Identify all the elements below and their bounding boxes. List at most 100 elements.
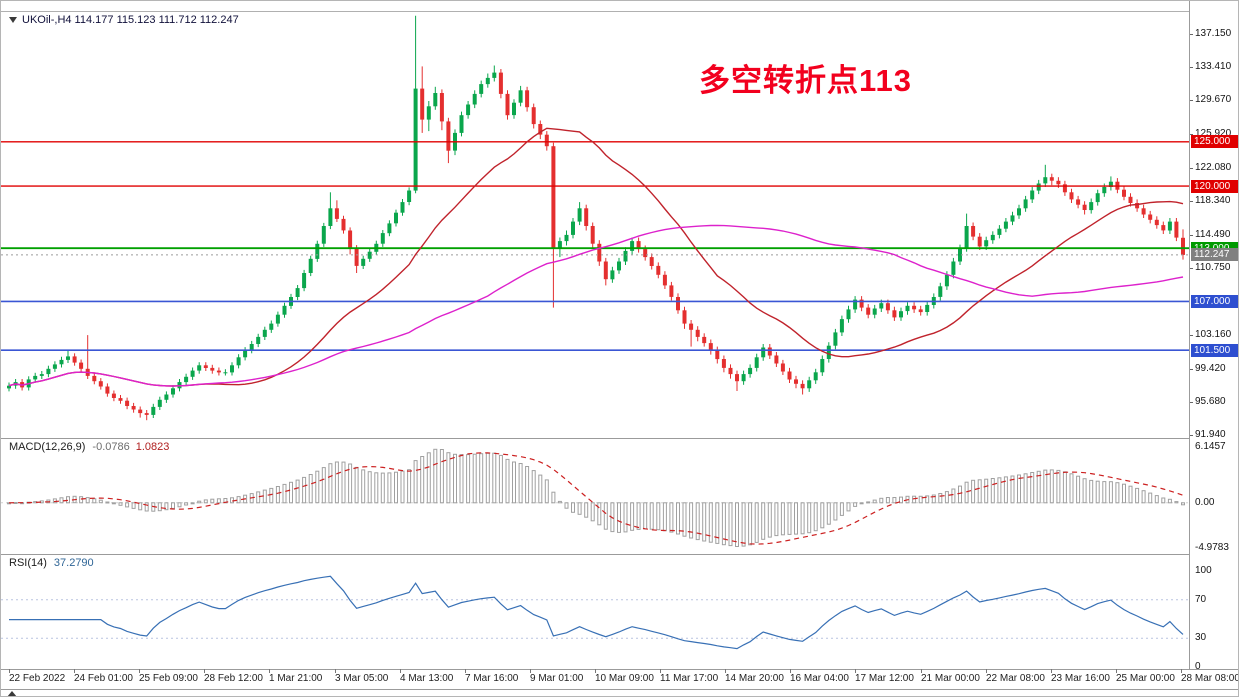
axis-tick-mark: [1190, 201, 1193, 202]
time-tick-mark: [465, 669, 466, 673]
rsi-axis-tick: 30: [1195, 632, 1207, 643]
rsi-indicator-chart[interactable]: [1, 554, 1189, 669]
time-tick-mark: [74, 669, 75, 673]
annotation-text[interactable]: 多空转折点113: [699, 63, 913, 98]
axis-tick-mark: [1190, 100, 1193, 101]
rsi-axis-tick: 100: [1195, 565, 1212, 576]
axis-tick-mark: [1190, 134, 1193, 135]
scroll-strip-border: [1, 689, 1238, 690]
ma-26-line: [8, 127, 1184, 387]
rsi-axis-tick: 70: [1195, 594, 1207, 605]
price-badge-101.500: 101.500: [1191, 344, 1238, 357]
panel-separator[interactable]: [1, 438, 1238, 439]
macd-axis-tick: 0.00: [1195, 497, 1215, 508]
time-tick-mark: [400, 669, 401, 673]
time-label: 24 Feb 01:00: [74, 673, 133, 684]
time-label: 22 Mar 08:00: [986, 673, 1045, 684]
time-tick-mark: [921, 669, 922, 673]
time-label: 28 Mar 08:00: [1181, 673, 1239, 684]
rsi-value: 37.2790: [53, 557, 94, 569]
time-label: 23 Mar 16:00: [1051, 673, 1110, 684]
time-label: 28 Feb 12:00: [204, 673, 263, 684]
time-tick-mark: [986, 669, 987, 673]
axis-tick-mark: [1190, 34, 1193, 35]
axis-tick-mark: [1190, 335, 1193, 336]
time-axis-border: [1, 669, 1238, 670]
time-tick-mark: [204, 669, 205, 673]
rsi-axis-tick: 0: [1195, 661, 1201, 672]
price-tick: 118.340: [1195, 195, 1231, 206]
time-label: 3 Mar 05:00: [335, 673, 389, 684]
time-label: 14 Mar 20:00: [725, 673, 784, 684]
macd-indicator-chart[interactable]: [1, 438, 1189, 554]
rsi-label: RSI(14) 37.2790: [9, 557, 94, 569]
time-tick-mark: [530, 669, 531, 673]
time-label: 10 Mar 09:00: [595, 673, 654, 684]
price-tick: 110.750: [1195, 262, 1231, 273]
axis-tick-mark: [1190, 402, 1193, 403]
price-tick: 129.670: [1195, 94, 1232, 105]
time-label: 17 Mar 12:00: [855, 673, 914, 684]
price-axis: 137.150 133.410 129.670 125.920 122.080 118.3…: [1189, 1, 1238, 672]
time-label: 7 Mar 16:00: [465, 673, 519, 684]
chart-title: UKOil-,H4 114.177 115.123 111.712 112.24…: [9, 14, 239, 26]
price-tick: 125.920: [1195, 128, 1232, 139]
time-label: 1 Mar 21:00: [269, 673, 323, 684]
time-tick-mark: [660, 669, 661, 673]
price-tick: 99.420: [1195, 363, 1226, 374]
time-tick-mark: [725, 669, 726, 673]
time-tick-mark: [595, 669, 596, 673]
time-tick-mark: [269, 669, 270, 673]
price-tick: 103.160: [1195, 329, 1232, 340]
rsi-line: [9, 575, 1184, 650]
macd-label: MACD(12,26,9) -0.0786 1.0823: [9, 441, 169, 453]
price-badge-125.000: 125.000: [1191, 135, 1238, 148]
axis-tick-mark: [1190, 268, 1193, 269]
rsi-name: RSI(14): [9, 557, 47, 569]
time-tick-mark: [1051, 669, 1052, 673]
price-badge-120.000: 120.000: [1191, 180, 1238, 193]
price-tick: 95.680: [1195, 396, 1226, 407]
time-tick-mark: [335, 669, 336, 673]
time-label: 4 Mar 13:00: [400, 673, 454, 684]
price-tick: 114.490: [1195, 229, 1231, 240]
macd-signal-line: [8, 452, 1184, 545]
symbol-ohlc-text: UKOil-,H4 114.177 115.123 111.712 112.24…: [22, 14, 239, 26]
chart-marker-icon: [9, 17, 17, 23]
axis-tick-mark: [1190, 168, 1193, 169]
chart-shift-icon[interactable]: [7, 691, 17, 696]
price-badge-107.000: 107.000: [1191, 295, 1238, 308]
axis-tick-mark: [1190, 67, 1193, 68]
time-label: 9 Mar 01:00: [530, 673, 584, 684]
axis-tick-mark: [1190, 235, 1193, 236]
time-label: 25 Mar 00:00: [1116, 673, 1175, 684]
macd-axis-tick: 6.1457: [1195, 441, 1226, 452]
time-tick-mark: [1116, 669, 1117, 673]
chart-scroll-strip[interactable]: [1, 690, 1238, 696]
time-tick-mark: [9, 669, 10, 673]
price-tick: 137.150: [1195, 28, 1232, 39]
price-tick: 133.410: [1195, 61, 1232, 72]
time-tick-mark: [855, 669, 856, 673]
time-label: 21 Mar 00:00: [921, 673, 980, 684]
candlestick-chart[interactable]: [1, 1, 1189, 438]
macd-name: MACD(12,26,9): [9, 441, 86, 453]
time-tick-mark: [1181, 669, 1182, 673]
ma-74-line: [8, 224, 1184, 387]
price-badge-112.247: 112.247: [1191, 248, 1238, 261]
time-tick-mark: [790, 669, 791, 673]
time-label: 16 Mar 04:00: [790, 673, 849, 684]
time-label: 22 Feb 2022: [9, 673, 66, 684]
axis-tick-mark: [1190, 369, 1193, 370]
axis-tick-mark: [1190, 435, 1193, 436]
macd-signal-value: 1.0823: [135, 441, 170, 453]
price-tick: 122.080: [1195, 162, 1232, 173]
chart-top-border: [1, 11, 1238, 12]
time-tick-mark: [139, 669, 140, 673]
price-tick: 91.940: [1195, 429, 1226, 440]
macd-axis-tick: -4.9783: [1195, 542, 1229, 553]
panel-separator[interactable]: [1, 554, 1238, 555]
macd-main-value: -0.0786: [92, 441, 130, 453]
time-label: 11 Mar 17:00: [660, 673, 719, 684]
